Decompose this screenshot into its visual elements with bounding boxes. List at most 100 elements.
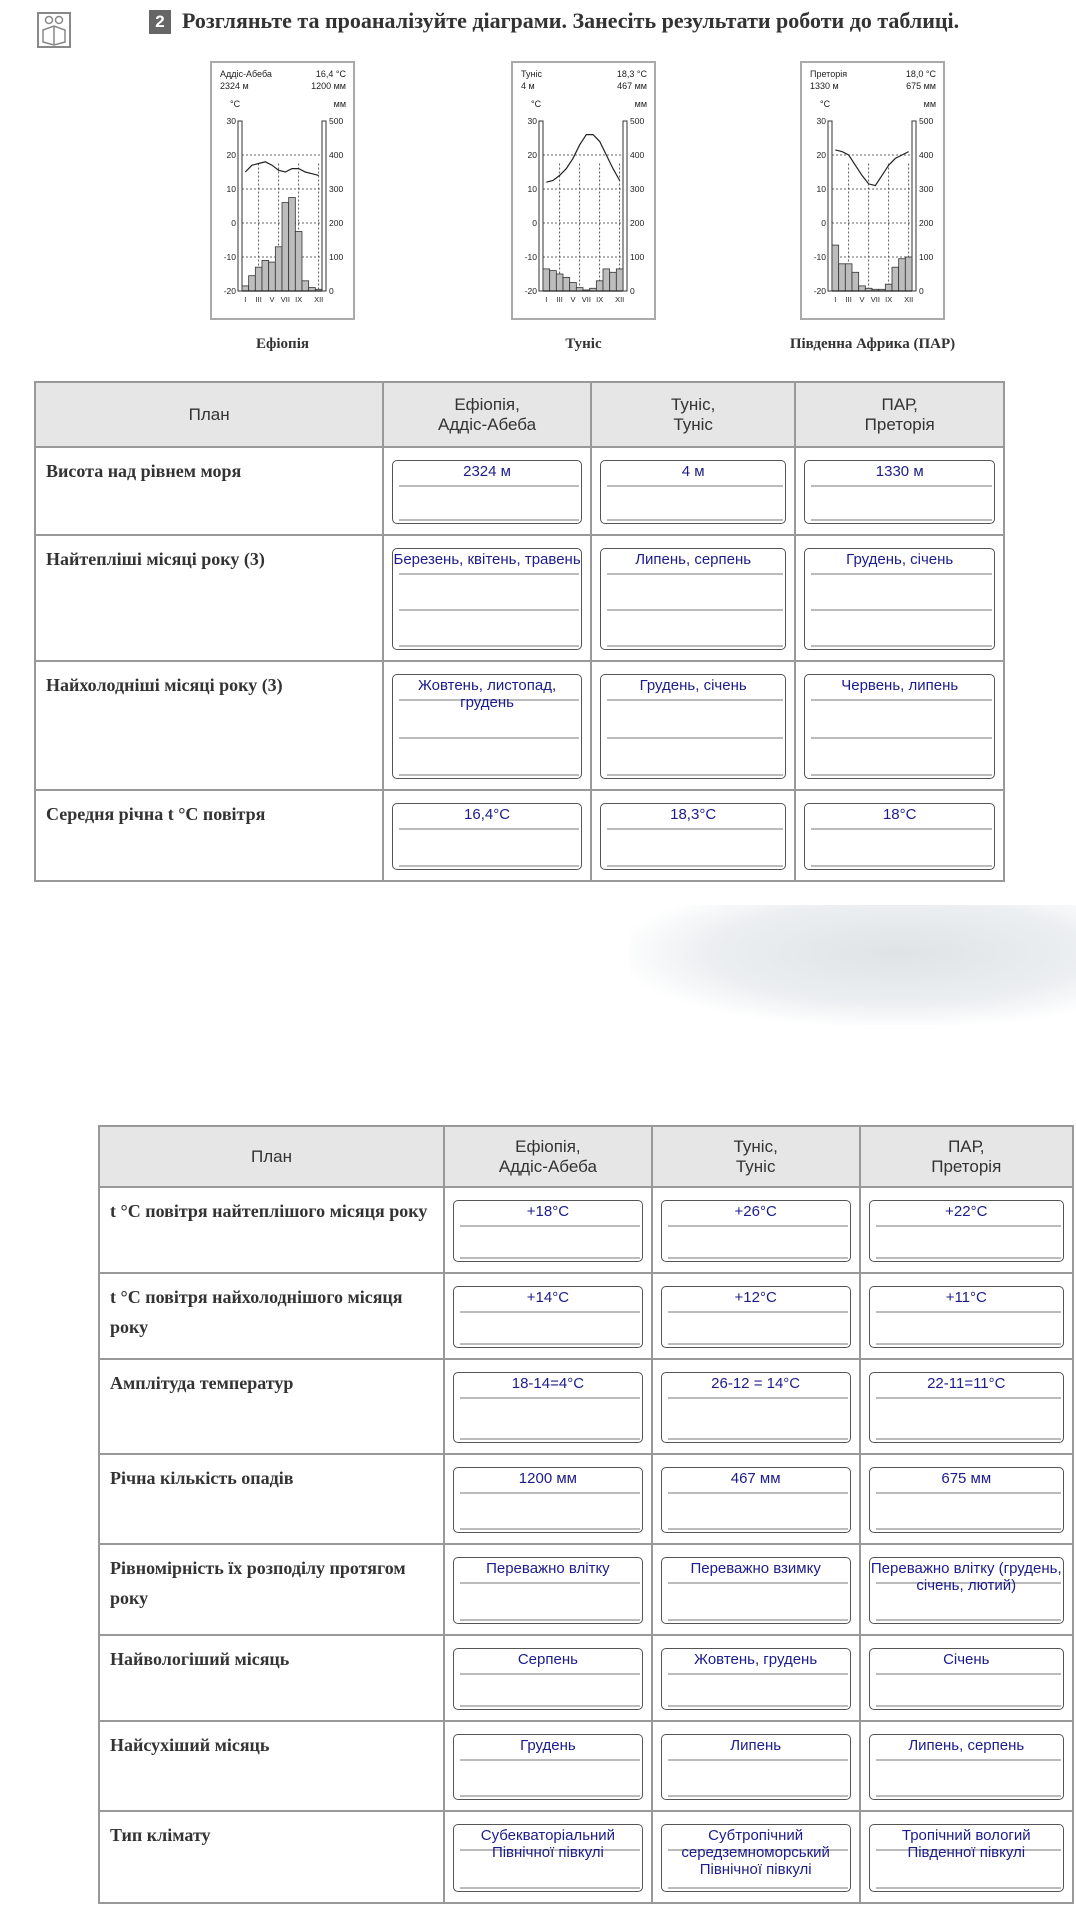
plan-label: Найсухіший місяць <box>97 1720 446 1812</box>
precip-tick-label: 500 <box>329 116 343 126</box>
temp-unit-label: °С <box>531 99 542 109</box>
altitude-label: 2324 м <box>220 81 249 91</box>
temp-tick-label: 30 <box>528 116 538 126</box>
answer-field[interactable]: 18,3°C <box>599 803 787 870</box>
answer-text: +18°C <box>526 1203 570 1220</box>
temperature-axis <box>827 120 833 292</box>
writing-line <box>460 1795 640 1797</box>
answer-field[interactable]: +26°C <box>660 1200 851 1262</box>
precipitation-bar <box>851 271 860 292</box>
writing-line <box>811 737 992 739</box>
month-label: III <box>846 295 852 304</box>
answer-field[interactable]: Грудень <box>453 1734 643 1800</box>
answer-field[interactable]: 18°C <box>804 803 995 870</box>
month-label: I <box>834 295 836 304</box>
answer-field[interactable]: +12°C <box>660 1286 851 1348</box>
answer-field[interactable]: 4 м <box>599 460 787 524</box>
writing-line <box>667 1528 848 1530</box>
precipitation-axis <box>911 120 917 292</box>
answer-field[interactable]: Серпень <box>453 1648 643 1710</box>
answer-field[interactable]: Переважно взимку <box>660 1557 851 1624</box>
answer-field[interactable]: Переважно влітку (грудень, січень, лютий… <box>868 1557 1064 1624</box>
answer-text: Жовтень, грудень <box>694 1651 818 1668</box>
climate-chart-svg: Аддіс-Абеба 16,4 °С 2324 м 1200 мм °С мм 30 20 1… <box>220 69 346 304</box>
precip-unit-label: мм <box>334 99 346 109</box>
answer-field[interactable]: Червень, липень <box>804 674 995 779</box>
plan-label: Рівномірність їх розподілу протягом року <box>97 1543 446 1636</box>
answer-cell: Грудень, січень <box>589 660 797 791</box>
answer-field[interactable]: 2324 м <box>392 460 582 524</box>
answer-text: Тропічний вологий Південної півкулі <box>901 1827 1031 1861</box>
answer-field[interactable]: Жовтень, грудень <box>660 1648 851 1710</box>
answer-field[interactable]: 467 мм <box>660 1467 851 1533</box>
answer-text: +22°C <box>945 1203 988 1220</box>
table-row: Середня річна t °С повітря 16,4°C 18,3°C 18… <box>33 789 1005 882</box>
answer-field[interactable]: Липень, серпень <box>868 1734 1064 1800</box>
answer-field[interactable]: Грудень, січень <box>804 548 995 650</box>
answer-field[interactable]: 26-12 = 14°C <box>660 1372 851 1443</box>
writing-line <box>875 1582 1061 1584</box>
writing-line <box>460 1705 640 1707</box>
precipitation-bar <box>562 276 571 292</box>
writing-line <box>667 1343 848 1345</box>
temperature-line <box>244 161 319 176</box>
precipitation-bar <box>241 285 250 292</box>
answer-field[interactable]: Жовтень, листопад, грудень <box>392 674 582 779</box>
answer-cell: Грудень <box>443 1720 653 1812</box>
answer-field[interactable]: Січень <box>868 1648 1064 1710</box>
answer-field[interactable]: Субекваторіальний Північної півкулі <box>453 1824 643 1892</box>
writing-line <box>460 1619 640 1621</box>
answer-field[interactable]: 675 мм <box>868 1467 1064 1533</box>
writing-line <box>875 1887 1061 1889</box>
answer-cell: 16,4°C <box>382 789 592 882</box>
answer-field[interactable]: 1330 м <box>804 460 995 524</box>
writing-line <box>811 609 992 611</box>
plan-label: t °С повітря найтеплішого місяця року <box>97 1186 446 1274</box>
plan-label: t °С повітря найхолоднішого місяця року <box>97 1272 446 1360</box>
climate-chart-svg: Туніс 18,3 °С4 м 467 мм°С мм3020100-10-2050… <box>521 69 647 304</box>
chart-caption-tunisia: Туніс <box>565 336 602 352</box>
altitude-label: 4 м <box>521 81 535 91</box>
answer-field[interactable]: Тропічний вологий Південної півкулі <box>868 1824 1064 1892</box>
climate-table-2: План Ефіопія, Аддіс-Абеба Туніс, Туніс ПАР,… <box>97 1125 1075 1904</box>
annual-precip-label: 467 мм <box>617 81 647 91</box>
answer-field[interactable]: +11°C <box>868 1286 1064 1348</box>
answer-field[interactable]: Грудень, січень <box>599 674 787 779</box>
writing-line <box>875 1343 1061 1345</box>
answer-field[interactable]: +14°C <box>453 1286 643 1348</box>
writing-line <box>460 1582 640 1584</box>
answer-cell: +22°C <box>858 1186 1075 1274</box>
answer-cell: +11°C <box>858 1272 1075 1360</box>
writing-line <box>460 1887 640 1889</box>
month-label: IX <box>885 295 892 304</box>
precipitation-bar <box>569 282 577 292</box>
climate-chart-tunisia: Туніс 18,3 °С 4 м 467 мм °С мм 30 20 10 0 -10 -20 50… <box>511 61 656 320</box>
answer-field[interactable]: +22°C <box>868 1200 1064 1262</box>
answer-field[interactable]: +18°C <box>453 1200 643 1262</box>
temp-tick-label: -20 <box>224 286 237 296</box>
answer-text: 4 м <box>681 463 705 480</box>
answer-field[interactable]: Липень <box>660 1734 851 1800</box>
answer-cell: 18-14=4°C <box>443 1358 653 1455</box>
month-label: V <box>859 295 864 304</box>
plan-label: Висота над рівнем моря <box>33 446 385 536</box>
answer-field[interactable]: 1200 мм <box>453 1467 643 1533</box>
answer-field[interactable]: 18-14=4°C <box>453 1372 643 1443</box>
answer-text: +14°C <box>526 1289 570 1306</box>
answer-text: 467 мм <box>730 1470 781 1487</box>
precipitation-bar <box>261 259 270 292</box>
answer-field[interactable]: 22-11=11°C <box>868 1372 1064 1443</box>
answer-field[interactable]: 16,4°C <box>392 803 582 870</box>
temperature-line <box>835 149 909 187</box>
answer-text: 26-12 = 14°C <box>711 1375 801 1392</box>
answer-field[interactable]: Субтропічний середземноморський Північно… <box>660 1824 851 1892</box>
answer-field[interactable]: Липень, серпень <box>599 548 787 650</box>
answer-field[interactable]: Переважно влітку <box>453 1557 643 1624</box>
writing-line <box>811 865 992 867</box>
answer-field[interactable]: Березень, квітень, травень <box>392 548 582 650</box>
writing-line <box>875 1673 1061 1675</box>
answer-text: Субекваторіальний Північної півкулі <box>480 1827 616 1861</box>
writing-line <box>460 1438 640 1440</box>
writing-line <box>460 1492 640 1494</box>
writing-line <box>606 485 784 487</box>
